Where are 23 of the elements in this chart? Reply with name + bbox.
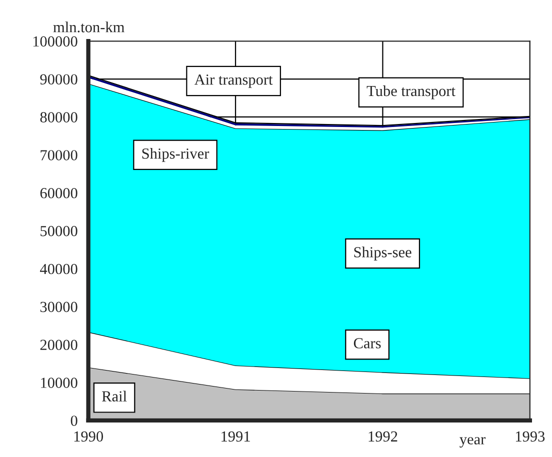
series-label: Rail — [102, 390, 127, 402]
y-tick-label: 10000 — [41, 378, 78, 388]
x-tick-label: 1991 — [222, 431, 250, 442]
series-label: Cars — [354, 338, 381, 348]
y-tick-label: 50000 — [40, 226, 78, 236]
series-label: Air transport — [194, 74, 273, 88]
series-label: Tube transport — [366, 85, 456, 100]
y-tick-label: 0 — [70, 416, 78, 426]
y-tick-label: 70000 — [40, 150, 78, 160]
x-axis-title: year — [460, 437, 486, 448]
y-tick-label: 60000 — [40, 188, 78, 198]
y-tick-label: 40000 — [40, 264, 78, 274]
series-label: Ships-see — [354, 246, 412, 260]
x-tick-label: 1992 — [368, 431, 398, 442]
series-label: Ships-river — [142, 148, 210, 162]
y-tick-label: 20000 — [40, 340, 78, 350]
y-tick-label: 80000 — [40, 112, 78, 122]
x-tick-label: 1990 — [74, 431, 104, 442]
y-axis-title: mln.ton-km — [53, 22, 124, 32]
x-tick-label: 1993 — [516, 431, 545, 442]
y-tick-label: 30000 — [40, 302, 78, 312]
y-tick-label: 90000 — [40, 74, 78, 85]
y-tick-label: 100000 — [33, 36, 78, 47]
